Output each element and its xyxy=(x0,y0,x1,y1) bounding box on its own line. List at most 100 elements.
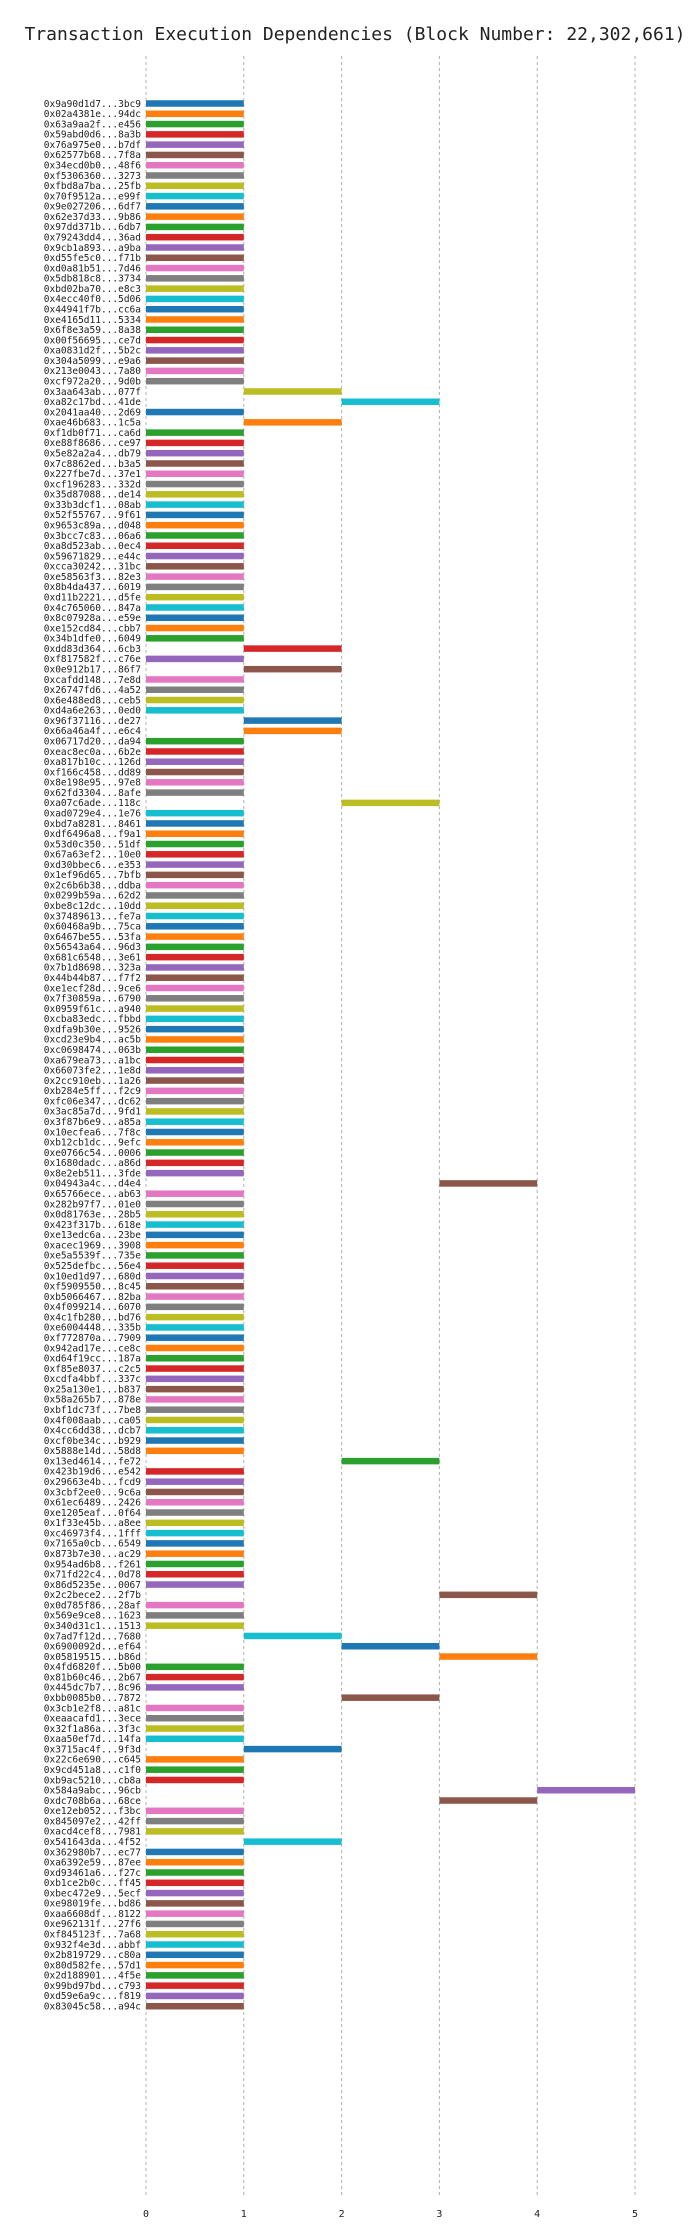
transaction-hash-label: 0xe1205eaf...0f64 xyxy=(44,1508,142,1519)
transaction-bar xyxy=(146,1488,244,1496)
transaction-hash-label: 0x29663e4b...fcd9 xyxy=(44,1477,142,1488)
transaction-hash-label: 0x60468a9b...75ca xyxy=(44,922,141,933)
transaction-bar xyxy=(146,1529,244,1537)
transaction-hash-label: 0xbec472e9...5ecf xyxy=(44,1888,141,1899)
transaction-bar xyxy=(146,1910,244,1917)
transaction-bar xyxy=(146,1972,244,1979)
transaction-bar xyxy=(146,192,244,200)
transaction-hash-label: 0xf817582f...c76e xyxy=(44,654,142,665)
transaction-bar xyxy=(146,1499,244,1506)
transaction-bar xyxy=(146,953,244,961)
transaction-hash-label: 0x7ad7f12d...7680 xyxy=(44,1631,142,1642)
transaction-hash-label: 0xf1db0f71...ca6d xyxy=(44,428,141,439)
transaction-bar xyxy=(146,1067,244,1074)
transaction-bar xyxy=(146,1900,244,1907)
transaction-hash-label: 0x80d582fe...57d1 xyxy=(44,1960,142,1971)
transaction-bar xyxy=(146,1355,244,1362)
transaction-bar xyxy=(146,1601,244,1609)
transaction-hash-label: 0xe88f8686...ce97 xyxy=(44,438,141,449)
transaction-bar xyxy=(146,604,244,611)
transaction-hash-label: 0x52f55767...9f61 xyxy=(44,510,142,521)
transaction-bar xyxy=(146,696,244,704)
x-tick-label: 5 xyxy=(632,2209,638,2220)
transaction-bar xyxy=(146,151,244,159)
transaction-bar xyxy=(146,1252,244,1259)
transaction-bar xyxy=(439,1797,538,1804)
transaction-hash-label: 0xa6392e59...87ee xyxy=(44,1858,142,1869)
transaction-hash-label: 0xd11b2221...d5fe xyxy=(44,592,142,603)
transaction-bar xyxy=(146,1437,244,1444)
transaction-bar xyxy=(146,1571,244,1578)
transaction-bar xyxy=(243,1632,342,1640)
transaction-hash-label: 0x213e0043...7a80 xyxy=(44,366,142,377)
transaction-hash-label: 0xf85e8037...c2c5 xyxy=(44,1364,141,1375)
transaction-bar xyxy=(146,1447,244,1455)
transaction-hash-label: 0x34b1dfe0...6049 xyxy=(44,634,142,645)
transaction-bar xyxy=(146,100,244,107)
transaction-bar xyxy=(146,244,244,251)
transaction-bar xyxy=(146,1385,244,1393)
transaction-bar xyxy=(146,203,244,210)
transaction-bar xyxy=(146,1139,244,1146)
transaction-bar xyxy=(146,1509,244,1516)
transaction-hash-label: 0x63a9aa2f...e456 xyxy=(44,119,142,130)
transaction-hash-label: 0x0e912b17...86f7 xyxy=(44,664,141,675)
transaction-hash-label: 0xd64f19cc...187a xyxy=(44,1354,141,1365)
transaction-hash-label: 0xbf1dc73f...7be8 xyxy=(44,1405,142,1416)
transaction-hash-label: 0xeaacafd1...3ece xyxy=(44,1714,142,1725)
transaction-bar xyxy=(146,984,244,992)
transaction-hash-label: 0x362980b7...ec77 xyxy=(44,1847,141,1858)
transaction-hash-label: 0x65766ece...ab63 xyxy=(44,1189,141,1200)
transaction-hash-label: 0x35d87088...de14 xyxy=(44,490,142,501)
transaction-hash-label: 0xaa50ef7d...14fa xyxy=(44,1734,141,1745)
transaction-hash-label: 0x76a975e0...b7df xyxy=(44,140,141,151)
transaction-bar xyxy=(146,974,244,981)
transaction-hash-label: 0x34ecd0b0...48f6 xyxy=(44,161,142,172)
transaction-hash-label: 0xe6004448...335b xyxy=(44,1323,142,1334)
transaction-hash-label: 0xe4165d11...5334 xyxy=(44,315,142,326)
transaction-hash-label: 0xeac8ec0a...6b2e xyxy=(44,747,142,758)
transaction-bar xyxy=(146,1015,244,1023)
transaction-hash-label: 0x9cb1a893...a9ba xyxy=(44,243,141,254)
transaction-bar xyxy=(439,1591,538,1599)
transaction-hash-label: 0xdd83d364...6cb3 xyxy=(44,644,141,655)
transaction-hash-label: 0x2d188901...4f5e xyxy=(44,1971,142,1982)
transaction-bar xyxy=(146,1324,244,1331)
transaction-hash-label: 0x525defbc...56e4 xyxy=(44,1261,142,1272)
transaction-hash-label: 0x0d785f86...28af xyxy=(44,1600,141,1611)
transaction-bar xyxy=(146,593,244,601)
transaction-bar xyxy=(146,1303,244,1311)
transaction-hash-label: 0x97dd371b...6db7 xyxy=(44,222,141,233)
transaction-bar xyxy=(146,1211,244,1218)
transaction-bar xyxy=(146,737,244,745)
transaction-hash-label: 0xdf6496a8...f9a1 xyxy=(44,829,142,840)
transaction-bar xyxy=(146,491,244,498)
transaction-hash-label: 0x83045c58...a94c xyxy=(44,2002,141,2013)
transaction-hash-label: 0xcafdd148...7e8d xyxy=(44,675,141,686)
transaction-hash-label: 0xb284e5ff...f2c9 xyxy=(44,1086,142,1097)
transaction-hash-label: 0x6e488ed8...ceb5 xyxy=(44,695,141,706)
transaction-bar xyxy=(146,1200,244,1208)
transaction-bar xyxy=(243,1838,342,1845)
transaction-hash-label: 0x56543a64...96d3 xyxy=(44,942,141,953)
transaction-bar xyxy=(341,799,440,807)
transaction-hash-label: 0x70f9512a...e99f xyxy=(44,191,141,202)
transaction-bar xyxy=(146,120,244,128)
transaction-bar xyxy=(146,1982,244,1989)
transaction-hash-label: 0x3cbf2ee0...9c6a xyxy=(44,1487,141,1498)
transaction-hash-label: 0x2b819729...c80a xyxy=(44,1950,141,1961)
transaction-bar xyxy=(146,840,244,848)
transaction-bar xyxy=(146,573,244,580)
transaction-bar xyxy=(341,1694,440,1701)
transaction-bar xyxy=(146,552,244,560)
transaction-hash-label: 0x05819515...b86d xyxy=(44,1652,141,1663)
transaction-bar xyxy=(146,511,244,519)
transaction-hash-label: 0x1ef96d65...7bfb xyxy=(44,870,142,881)
transaction-bar xyxy=(146,1272,244,1280)
transaction-hash-label: 0x86d5235e...0067 xyxy=(44,1580,141,1591)
transaction-hash-label: 0x6467be55...53fa xyxy=(44,932,141,943)
transaction-bar xyxy=(146,1468,244,1475)
transaction-bar xyxy=(146,789,244,796)
transaction-hash-label: 0xe0766c54...0006 xyxy=(44,1148,142,1159)
transaction-hash-label: 0x04943a4c...d4e4 xyxy=(44,1179,142,1190)
